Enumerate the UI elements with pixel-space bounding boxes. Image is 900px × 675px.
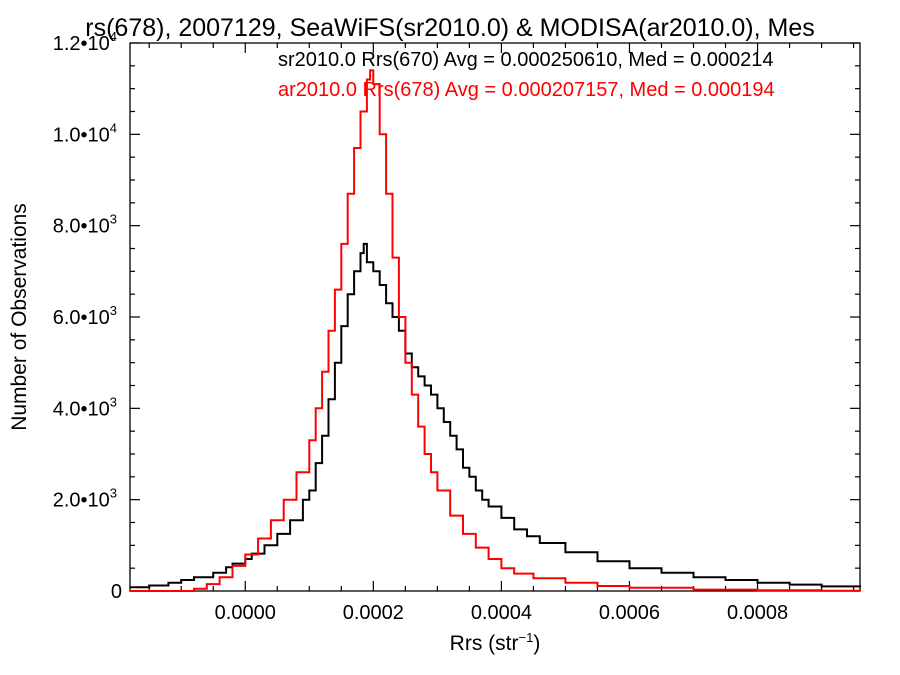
plot-frame	[129, 42, 861, 592]
series-lines	[130, 69, 861, 592]
y-tick-label: 2.0•103	[53, 486, 117, 512]
y-tick-label: 6.0•103	[53, 303, 117, 329]
series-line-ar2010	[130, 69, 861, 592]
y-tick-label: 1.0•104	[53, 120, 117, 146]
x-tick-label: 0.0006	[599, 602, 660, 624]
x-tick-labels: 0.0000 0.0002 0.0004 0.0006 0.0008	[215, 602, 788, 624]
y-tick-label: 0	[111, 581, 122, 603]
y-tick-label: 8.0•103	[53, 212, 117, 238]
y-tick-label: 1.2•104	[53, 29, 117, 55]
legend-entry-sr2010: sr2010.0 Rrs(670) Avg = 0.000250610, Med…	[278, 49, 774, 71]
x-tick-label: 0.0004	[471, 602, 532, 624]
y-tick-label: 4.0•103	[53, 394, 117, 420]
x-tick-label: 0.0000	[215, 602, 276, 624]
legend-entry-ar2010: ar2010.0 Rrs(678) Avg = 0.000207157, Med…	[278, 79, 775, 101]
axis-ticks	[130, 42, 860, 592]
y-axis-label: Number of Observations	[8, 203, 31, 431]
x-tick-label: 0.0008	[727, 602, 788, 624]
chart-title: rs(678), 2007129, SeaWiFS(sr2010.0) & MO…	[85, 14, 814, 42]
series-line-sr2010	[130, 242, 861, 589]
x-axis-label: Rrs (str−1)	[450, 630, 541, 655]
y-tick-labels: 0 2.0•103 4.0•103 6.0•103 8.0•103 1.0•104 1.2•…	[53, 29, 122, 603]
x-tick-label: 0.0002	[343, 602, 404, 624]
